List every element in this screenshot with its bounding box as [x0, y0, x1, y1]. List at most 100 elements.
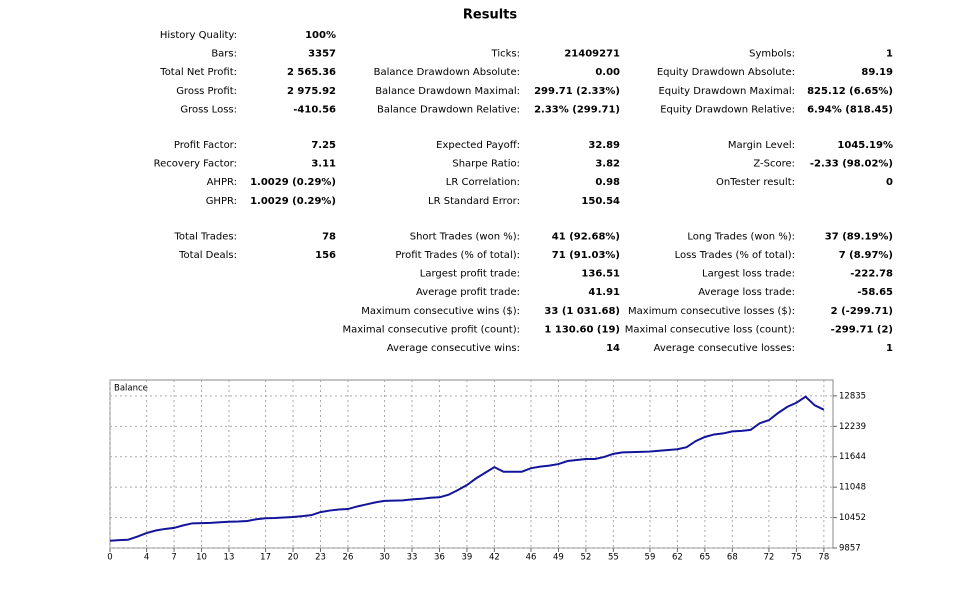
stat-label: Largest loss trade:	[702, 269, 795, 280]
stat-label: Average profit trade:	[416, 287, 520, 298]
stat-label: Long Trades (won %):	[687, 231, 795, 242]
stat-value: 2 975.92	[287, 86, 336, 97]
y-tick-label: 9857	[839, 544, 861, 554]
stat-label: Total Net Profit:	[159, 67, 237, 78]
stat-label: Sharpe Ratio:	[452, 159, 520, 170]
stat-value: -299.71 (2)	[831, 324, 893, 335]
stat-label: Profit Trades (% of total):	[395, 250, 520, 261]
x-tick-label: 68	[727, 553, 738, 563]
x-tick-label: 26	[343, 553, 354, 563]
x-tick-label: 7	[171, 553, 176, 563]
stat-label: OnTester result:	[716, 177, 795, 188]
stat-label: Equity Drawdown Relative:	[660, 104, 795, 115]
stat-value: 1 130.60 (19)	[544, 324, 620, 335]
stat-value: 33 (1 031.68)	[544, 306, 620, 317]
stat-value: 1	[886, 343, 893, 354]
stat-value: 89.19	[861, 67, 893, 78]
stat-value: 156	[315, 250, 336, 261]
x-tick-label: 23	[315, 553, 326, 563]
x-tick-label: 75	[791, 553, 802, 563]
stat-label: Ticks:	[491, 49, 520, 60]
stat-value: 3.11	[311, 159, 336, 170]
stat-value: 1.0029 (0.29%)	[250, 196, 336, 207]
y-tick-label: 12239	[839, 422, 866, 432]
x-tick-label: 55	[608, 553, 619, 563]
balance-line	[109, 395, 825, 542]
stat-value: 2 565.36	[287, 67, 336, 78]
stat-label: Expected Payoff:	[436, 140, 520, 151]
stat-label: Maximum consecutive wins ($):	[361, 306, 520, 317]
x-tick-label: 4	[144, 553, 149, 563]
stat-value: 32.89	[588, 140, 620, 151]
stat-label: Short Trades (won %):	[410, 231, 520, 242]
x-tick-label: 20	[288, 553, 299, 563]
stat-label: Gross Loss:	[180, 104, 237, 115]
stat-value: 41 (92.68%)	[552, 231, 620, 242]
y-tick-label: 11644	[839, 452, 866, 462]
stat-label: Average consecutive wins:	[387, 343, 520, 354]
stat-value: -2.33 (98.02%)	[810, 159, 893, 170]
stat-label: Recovery Factor:	[154, 159, 237, 170]
x-tick-label: 42	[489, 553, 500, 563]
stat-value: 7 (8.97%)	[839, 250, 893, 261]
stat-label: Loss Trades (% of total):	[675, 250, 795, 261]
stat-label: LR Standard Error:	[428, 196, 520, 207]
chart-frame	[109, 379, 834, 549]
stat-label: Margin Level:	[728, 140, 795, 151]
stat-value: 3.82	[595, 159, 620, 170]
stat-label: AHPR:	[207, 177, 237, 188]
report-title: Results	[463, 8, 517, 23]
stat-label: Total Deals:	[178, 250, 237, 261]
stat-label: Equity Drawdown Maximal:	[658, 86, 795, 97]
stat-value: 0.00	[595, 67, 620, 78]
stat-value: 1045.19%	[837, 140, 893, 151]
x-tick-label: 0	[107, 553, 112, 563]
stat-value: 3357	[308, 49, 336, 60]
stat-label: Z-Score:	[753, 159, 795, 170]
x-tick-label: 30	[379, 553, 390, 563]
x-tick-label: 13	[224, 553, 235, 563]
stat-value: 136.51	[581, 269, 620, 280]
stat-label: Bars:	[211, 49, 237, 60]
stat-label: Balance Drawdown Maximal:	[375, 86, 520, 97]
x-tick-label: 36	[434, 553, 445, 563]
stat-value: 78	[322, 231, 336, 242]
stat-label: Largest profit trade:	[420, 269, 520, 280]
stat-label: Maximal consecutive loss (count):	[625, 324, 795, 335]
chart-title: Balance	[114, 384, 148, 394]
x-tick-label: 78	[818, 553, 829, 563]
stat-label: Symbols:	[749, 49, 795, 60]
x-tick-label: 17	[260, 553, 271, 563]
stat-label: Maximal consecutive profit (count):	[342, 324, 520, 335]
stat-value: 0	[886, 177, 893, 188]
stat-value: -58.65	[857, 287, 893, 298]
stat-label: Average consecutive losses:	[654, 343, 795, 354]
x-tick-label: 49	[553, 553, 564, 563]
stat-label: Balance Drawdown Absolute:	[374, 67, 520, 78]
stat-label: History Quality:	[160, 30, 237, 41]
x-tick-label: 59	[645, 553, 656, 563]
y-tick-label: 10452	[839, 513, 866, 523]
stat-value: 1.0029 (0.29%)	[250, 177, 336, 188]
stat-value: -222.78	[850, 269, 893, 280]
stat-value: 150.54	[581, 196, 620, 207]
stat-label: LR Correlation:	[446, 177, 520, 188]
stat-label: GHPR:	[206, 196, 237, 207]
stat-value: 6.94% (818.45)	[807, 104, 893, 115]
x-tick-label: 33	[407, 553, 418, 563]
y-tick-label: 11048	[839, 483, 866, 493]
x-tick-label: 52	[580, 553, 591, 563]
y-tick-label: 12835	[839, 391, 866, 401]
stat-label: Equity Drawdown Absolute:	[657, 67, 795, 78]
stat-value: 71 (91.03%)	[552, 250, 620, 261]
stat-label: Average loss trade:	[698, 287, 795, 298]
stat-label: Gross Profit:	[176, 86, 237, 97]
stat-value: 1	[886, 49, 893, 60]
stat-value: -410.56	[293, 104, 336, 115]
stat-value: 299.71 (2.33%)	[534, 86, 620, 97]
x-tick-label: 65	[699, 553, 710, 563]
stat-value: 825.12 (6.65%)	[807, 86, 893, 97]
x-tick-label: 46	[526, 553, 537, 563]
